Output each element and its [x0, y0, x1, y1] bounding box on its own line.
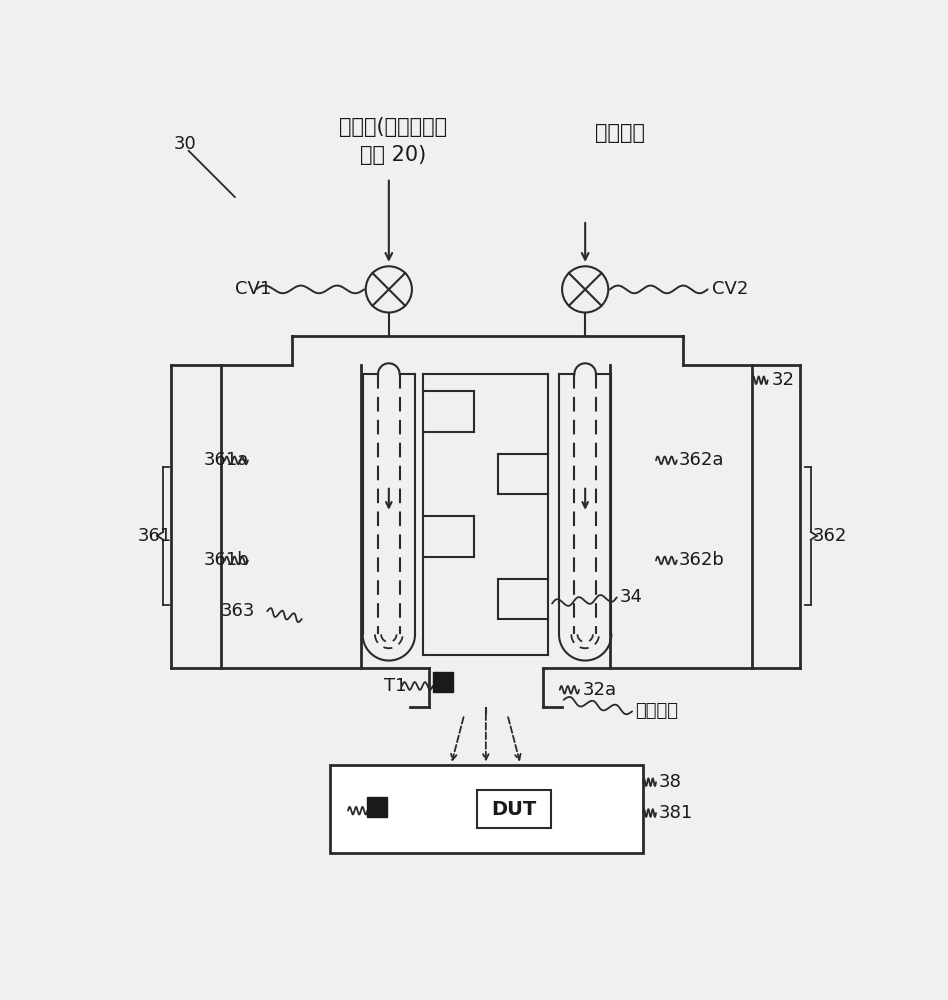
Text: 单元 20): 单元 20) — [359, 145, 426, 165]
Text: 38: 38 — [658, 773, 682, 791]
Text: 32: 32 — [772, 371, 794, 389]
Text: 381: 381 — [658, 804, 693, 822]
Text: CV1: CV1 — [235, 280, 271, 298]
Text: 361: 361 — [137, 527, 172, 545]
Text: 34: 34 — [620, 588, 643, 606]
Text: 32a: 32a — [583, 681, 617, 699]
Text: DUT: DUT — [491, 800, 537, 819]
Text: 361a: 361a — [204, 451, 249, 469]
Bar — [477, 790, 551, 828]
Bar — [367, 797, 388, 817]
Bar — [432, 672, 453, 692]
Text: CV2: CV2 — [712, 280, 749, 298]
Text: 362: 362 — [812, 527, 847, 545]
Text: 363: 363 — [221, 602, 255, 620]
Text: T2: T2 — [330, 802, 353, 820]
Text: 362a: 362a — [679, 451, 724, 469]
Text: 30: 30 — [173, 135, 196, 153]
Text: T1: T1 — [384, 677, 407, 695]
Text: 出口空气: 出口空气 — [635, 702, 678, 720]
Text: 362b: 362b — [679, 551, 725, 569]
Text: 周围空气: 周围空气 — [594, 123, 645, 143]
Bar — [330, 765, 643, 853]
Text: 361b: 361b — [204, 551, 249, 569]
Text: 冷空气(来自压缩机: 冷空气(来自压缩机 — [338, 117, 447, 137]
